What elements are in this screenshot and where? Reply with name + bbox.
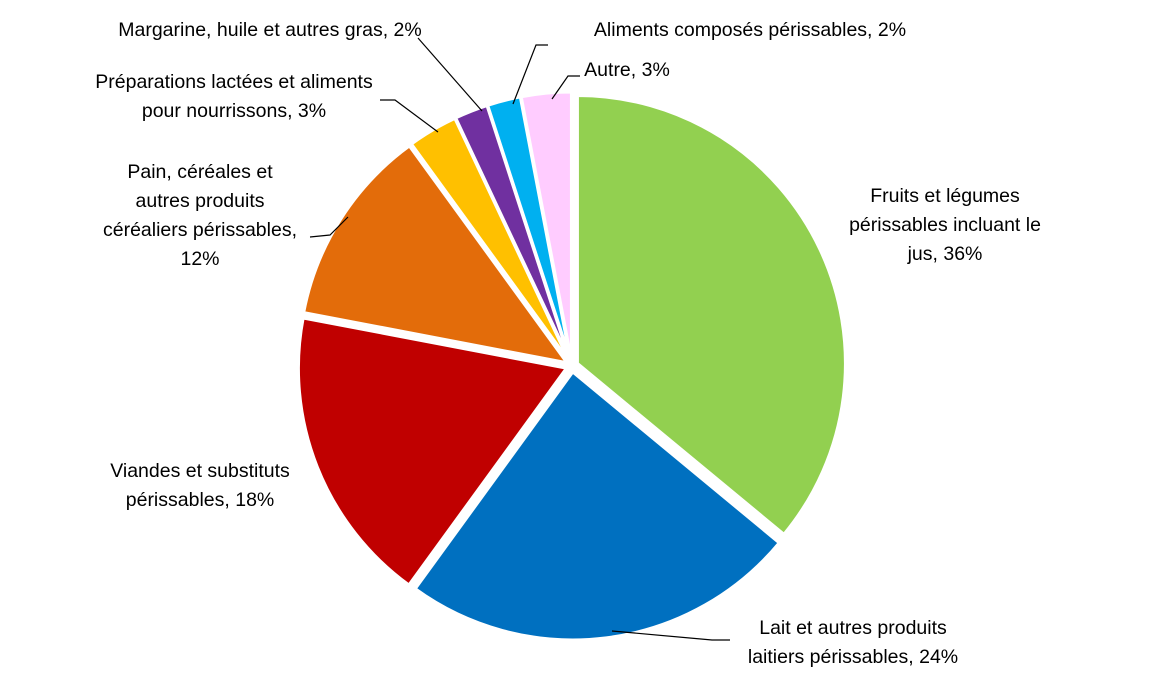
slice-label-line: Préparations lactées et aliments: [95, 71, 373, 93]
slice-label-line: céréaliers périssables,: [103, 219, 297, 241]
slice-label-line: périssables, 18%: [126, 489, 275, 511]
slice-label-8: Autre, 3%: [584, 59, 670, 81]
leader-line-2: [611, 630, 730, 641]
slice-label-5: Préparations lactées et aliments pour nou…: [95, 71, 373, 122]
leader-line-6: [417, 37, 483, 112]
pie-slice-8: [519, 90, 573, 361]
pie-slice-4: [301, 143, 571, 365]
slice-label-line: Fruits et légumes: [870, 185, 1020, 207]
slice-label-line: laitiers périssables, 24%: [748, 646, 958, 668]
pie-slice-1: [575, 93, 847, 537]
leader-line-5: [380, 99, 439, 133]
pie-slice-3: [296, 316, 570, 588]
leader-line-8: [551, 75, 580, 100]
leader-line-4: [309, 216, 349, 238]
slice-label-6: Margarine, huile et autres gras, 2%: [118, 19, 422, 41]
slice-label-2: Lait et autres produits laitiers périssab…: [748, 617, 958, 668]
slice-label-line: Lait et autres produits: [759, 617, 947, 639]
slice-label-7: Aliments composés périssables, 2%: [594, 19, 906, 41]
slice-label-line: Margarine, huile et autres gras, 2%: [118, 19, 422, 41]
slice-label-3: Viandes et substituts périssables, 18%: [110, 460, 290, 511]
slice-label-line: périssables incluant le: [849, 214, 1041, 236]
slice-label-line: pour nourrissons, 3%: [142, 100, 326, 122]
slice-label-line: autres produits: [136, 190, 265, 212]
leader-line-7: [512, 44, 548, 105]
slice-label-line: 12%: [180, 248, 219, 270]
slice-label-line: Aliments composés périssables, 2%: [594, 19, 906, 41]
pie-slice-2: [413, 369, 782, 642]
slice-label-line: jus, 36%: [907, 243, 983, 265]
slice-label-1: Fruits et légumes périssables incluant le…: [849, 185, 1041, 265]
slice-label-line: Autre, 3%: [584, 59, 670, 81]
slice-label-4: Pain, céréales et autres produits céréalie…: [103, 161, 297, 270]
slice-label-line: Viandes et substituts: [110, 460, 290, 482]
slice-label-line: Pain, céréales et: [127, 161, 273, 183]
